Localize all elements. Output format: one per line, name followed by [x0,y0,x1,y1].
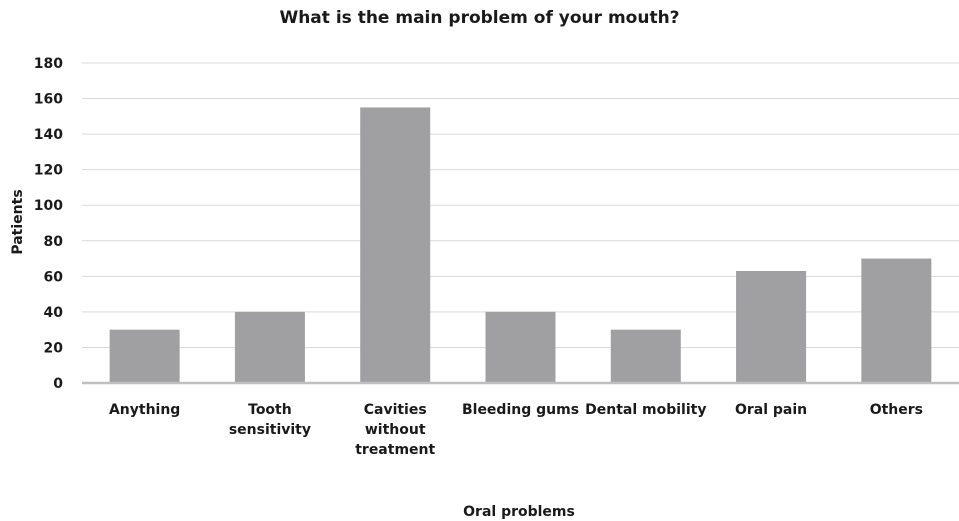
gridlines [82,62,959,348]
x-category-label-line: Others [870,402,923,418]
bar [234,311,305,383]
x-category-label-line: sensitivity [229,422,311,438]
x-category-label: Tooth sensitivity [229,402,311,438]
x-category-label-line: Bleeding gums [462,402,579,418]
x-category-label-line: Cavities [364,402,427,418]
x-category-label-line: Tooth [248,402,292,418]
x-category-label: Anything [109,402,180,418]
x-category-label-line: Anything [109,402,180,418]
bar [861,258,932,383]
y-tick-label: 60 [44,269,64,285]
bar [610,329,681,383]
y-axis-ticks: 0 20 40 60 80 100 120 140 160 180 [34,56,63,392]
y-tick-label: 120 [34,163,63,179]
bars [82,107,959,385]
y-tick-label: 180 [34,56,63,72]
x-category-label: Oral pain [735,402,807,418]
y-tick-label: 80 [44,234,64,250]
y-tick-label: 100 [34,198,63,214]
y-tick-label: 140 [34,127,63,143]
x-category-label-line: Oral pain [735,402,807,418]
bar [485,311,556,383]
x-category-label: Cavities without treatment [355,402,435,458]
y-tick-label: 20 [44,340,64,356]
x-category-label: Others [870,402,923,418]
y-tick-label: 40 [44,305,64,321]
x-category-label-line: without [365,422,426,438]
x-category-label-line: treatment [355,442,435,458]
y-axis-title: Patients [10,189,26,254]
bar [109,329,180,383]
y-tick-label: 0 [53,376,63,392]
chart-title: What is the main problem of your mouth? [279,8,680,28]
bar [360,107,431,383]
x-category-label-line: Dental mobility [585,402,706,418]
x-category-label: Dental mobility [585,402,706,418]
bar [736,271,807,383]
y-tick-label: 160 [34,92,63,108]
x-category-label: Bleeding gums [462,402,579,418]
x-axis-categories: Anything Tooth sensitivity Cavities without t… [109,402,923,458]
x-axis-title: Oral problems [463,504,575,520]
